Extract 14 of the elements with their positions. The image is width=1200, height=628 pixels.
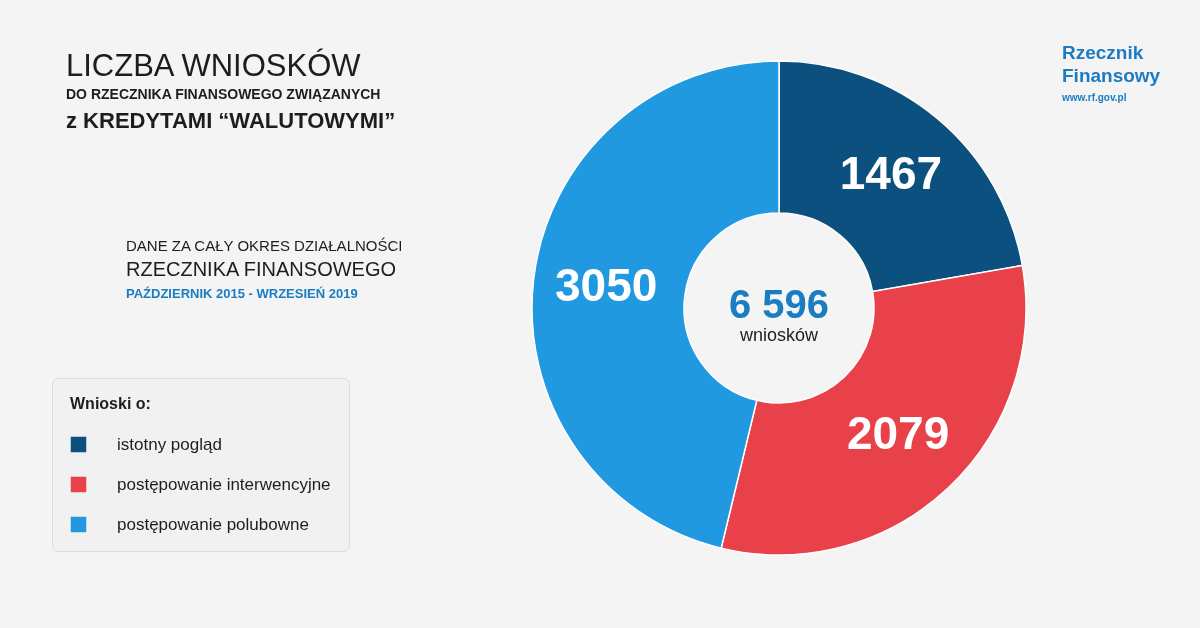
legend-title: Wnioski o: [70, 395, 151, 412]
chart-title: LICZBA WNIOSKÓW DO RZECZNIKA FINANSOWEGO ZWIĄZANYCH z KREDYTAMI “WALUTOWYMI” [66, 48, 396, 133]
text: DANE ZA CAŁY OKRES DZIAŁALNOŚCI RZECZNIKA FINANSOWEGO [126, 237, 403, 280]
legend-label: postępowanie interwencyjne [117, 474, 331, 494]
text: wniosków [738, 325, 820, 345]
data-label: 3050 [555, 259, 658, 312]
data-label: 1467 [839, 146, 943, 199]
text: PAŹDZIERNIK 2015 - WRZESIEŃ 2019 [126, 286, 358, 301]
text: www.rf.gov.pl [1061, 92, 1127, 103]
legend-label: postępowanie polubowne [117, 514, 309, 534]
legend-label: istotny pogląd [117, 434, 222, 454]
text: 6 596 [728, 282, 830, 326]
text: Rzecznik Finansowy [1062, 42, 1161, 86]
data-label: 2079 [846, 406, 950, 459]
